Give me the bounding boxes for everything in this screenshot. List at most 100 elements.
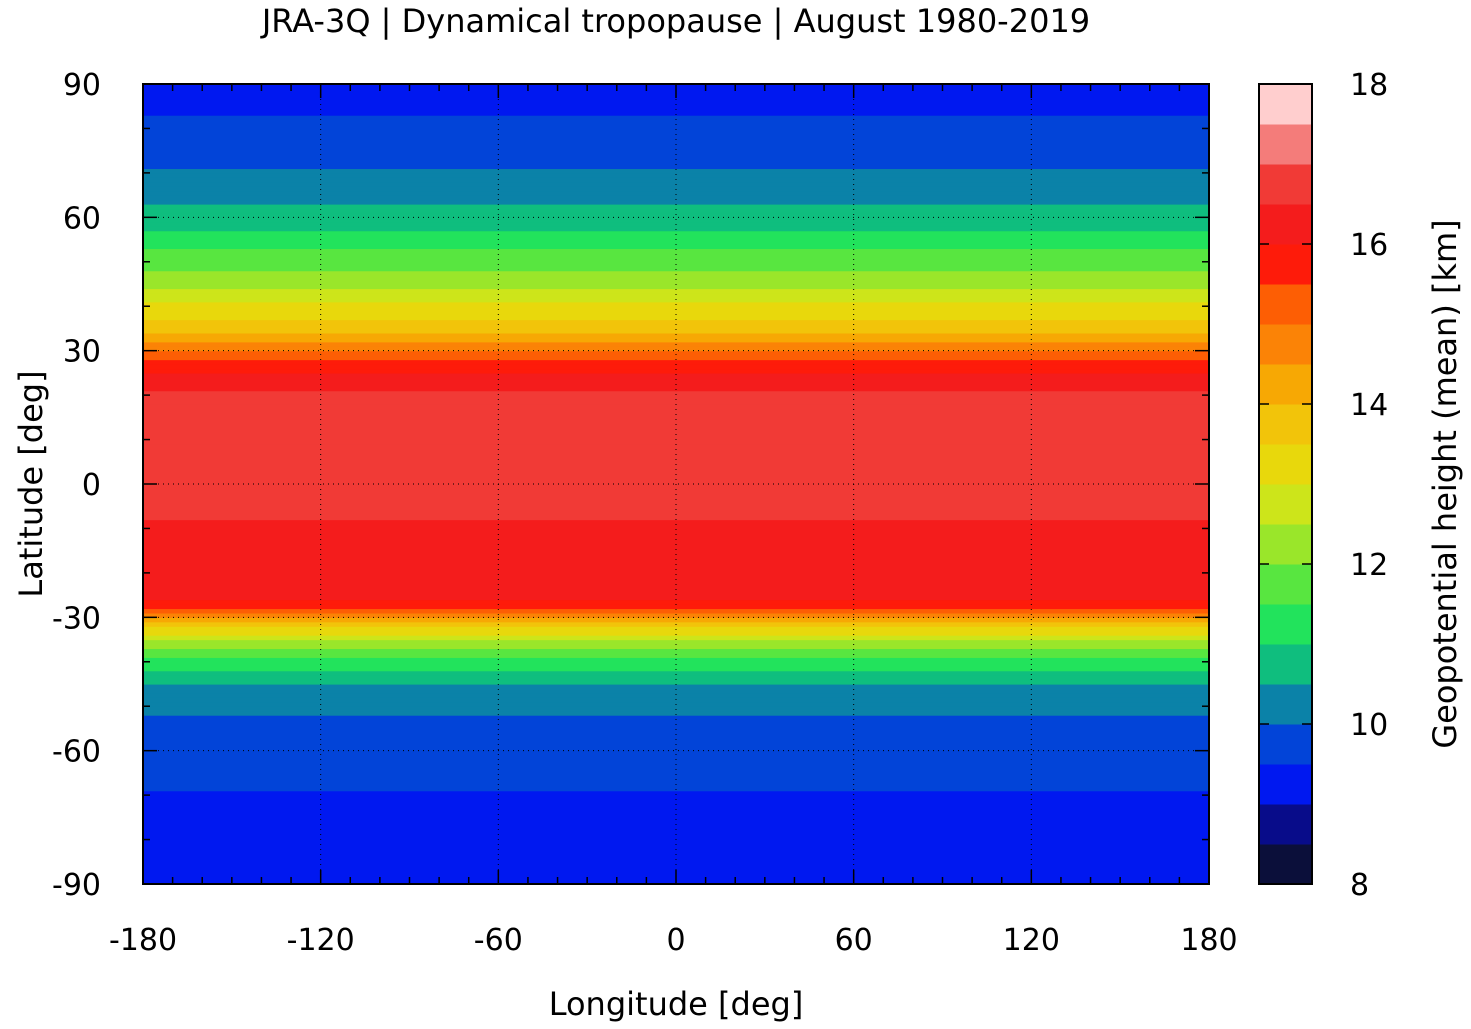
contour-band xyxy=(143,639,1209,645)
colorbar-swatch xyxy=(1259,564,1312,605)
contour-band xyxy=(143,412,1209,418)
y-tick-labels: 90 60 30 0 -30 -60 -90 xyxy=(52,68,101,903)
colorbar-swatch xyxy=(1259,164,1312,205)
contour-band xyxy=(143,635,1209,641)
colorbar-tick-label: 8 xyxy=(1350,868,1369,903)
contour-band xyxy=(143,186,1209,192)
contour-band xyxy=(143,515,1209,521)
contour-band xyxy=(143,466,1209,472)
contour-band xyxy=(143,555,1209,561)
contour-band xyxy=(143,395,1209,401)
colorbar-swatch xyxy=(1259,204,1312,245)
colorbar-swatch xyxy=(1259,804,1312,845)
x-tick-label: 120 xyxy=(1003,923,1060,958)
contour-band xyxy=(143,826,1209,832)
contour-band xyxy=(143,115,1209,121)
colorbar-swatch xyxy=(1259,724,1312,765)
colorbar-tick-label: 16 xyxy=(1350,228,1388,263)
contour-band xyxy=(143,368,1209,374)
contour-band xyxy=(143,159,1209,165)
contour-band xyxy=(143,404,1209,410)
contour-band xyxy=(143,564,1209,570)
contour-band xyxy=(143,270,1209,276)
contour-band xyxy=(143,284,1209,290)
contour-band xyxy=(143,319,1209,325)
contour-band xyxy=(143,755,1209,761)
contour-band xyxy=(143,764,1209,770)
contour-band xyxy=(143,772,1209,778)
contour-band xyxy=(143,479,1209,485)
contour-band xyxy=(143,524,1209,530)
colorbar-tick-label: 10 xyxy=(1350,708,1388,743)
y-tick-label: -30 xyxy=(52,601,101,636)
colorbar-swatch xyxy=(1259,644,1312,685)
contour-band xyxy=(143,204,1209,210)
x-tick-label: 180 xyxy=(1180,923,1237,958)
contour-band xyxy=(143,132,1209,138)
contour-band xyxy=(143,506,1209,512)
contour-band xyxy=(143,599,1209,605)
y-tick-label: 90 xyxy=(63,68,101,103)
colorbar-swatch xyxy=(1259,124,1312,165)
contour-band xyxy=(143,310,1209,316)
colorbar-swatch xyxy=(1259,604,1312,645)
y-tick-label: -90 xyxy=(52,868,101,903)
colorbar-swatch xyxy=(1259,524,1312,565)
colorbar-swatch xyxy=(1259,84,1312,125)
colorbar-swatch xyxy=(1259,284,1312,325)
contour-band xyxy=(143,355,1209,361)
contour-band xyxy=(143,386,1209,392)
colorbar-tick-label: 18 xyxy=(1350,68,1388,103)
contour-band xyxy=(143,484,1209,490)
contour-band xyxy=(143,519,1209,525)
contour-band xyxy=(143,492,1209,498)
contour-band xyxy=(143,550,1209,556)
contour-band xyxy=(143,546,1209,552)
contour-band xyxy=(143,586,1209,592)
colorbar-tick-labels: 8 10 12 14 16 18 xyxy=(1350,68,1388,903)
contour-band xyxy=(143,190,1209,196)
grid-lines xyxy=(143,84,1209,884)
contour-band xyxy=(143,746,1209,752)
y-axis-label: Latitude [deg] xyxy=(12,370,50,597)
y-tick-label: 60 xyxy=(63,201,101,236)
contour-band xyxy=(143,430,1209,436)
contour-band xyxy=(143,252,1209,258)
contour-band xyxy=(143,688,1209,694)
contour-band xyxy=(143,128,1209,134)
colorbar-tick-label: 14 xyxy=(1350,388,1388,423)
colorbar xyxy=(1259,83,1312,885)
contour-band xyxy=(143,408,1209,414)
contour-band xyxy=(143,208,1209,214)
contour-band xyxy=(143,212,1209,218)
contour-band xyxy=(143,452,1209,458)
colorbar-swatch xyxy=(1259,764,1312,805)
contour-band xyxy=(143,866,1209,872)
colorbar-label: Geopotential height (mean) [km] xyxy=(1426,219,1464,748)
contour-band xyxy=(143,852,1209,858)
contour-band xyxy=(143,119,1209,125)
contour-band xyxy=(143,670,1209,676)
contour-band xyxy=(143,644,1209,650)
contour-band xyxy=(143,728,1209,734)
contour-band xyxy=(143,239,1209,245)
contour-band xyxy=(143,110,1209,116)
contour-band xyxy=(143,124,1209,130)
x-tick-labels: -180 -120 -60 0 60 120 180 xyxy=(109,923,1238,958)
x-tick-label: -120 xyxy=(287,923,355,958)
contour-band xyxy=(143,844,1209,850)
contour-band xyxy=(143,808,1209,814)
contour-band xyxy=(143,470,1209,476)
x-tick-label: -60 xyxy=(474,923,523,958)
contour-band xyxy=(143,168,1209,174)
contour-band xyxy=(143,724,1209,730)
contour-band xyxy=(143,804,1209,810)
contour-band xyxy=(143,235,1209,241)
contour-band xyxy=(143,372,1209,378)
contour-band xyxy=(143,830,1209,836)
contour-band xyxy=(143,324,1209,330)
contour-band xyxy=(143,839,1209,845)
contour-band xyxy=(143,835,1209,841)
contour-band xyxy=(143,795,1209,801)
contour-band xyxy=(143,684,1209,690)
